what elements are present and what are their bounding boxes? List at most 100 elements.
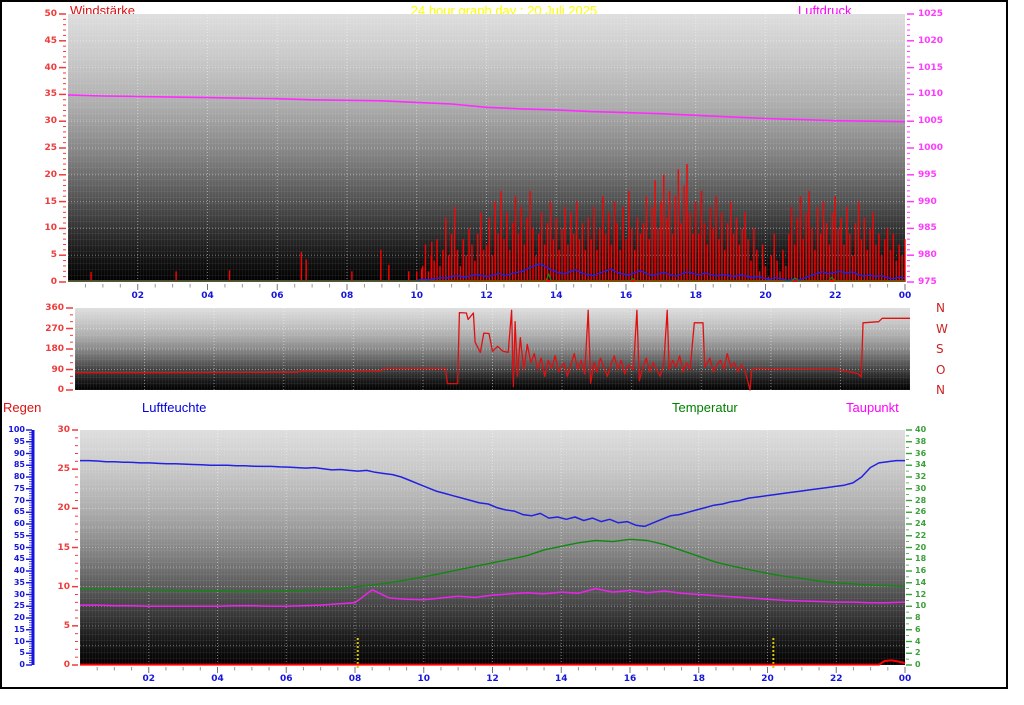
- tick-label: 00: [898, 674, 912, 684]
- tick-label: 22: [828, 291, 842, 301]
- tick-label: 32: [915, 472, 927, 481]
- tick-label: 06: [279, 674, 293, 684]
- tick-label: 20: [44, 169, 57, 180]
- tick-label: 20: [761, 674, 774, 684]
- tick-label: 14: [549, 291, 563, 301]
- tick-label: 24: [915, 519, 927, 528]
- tick-label: 28: [915, 495, 927, 505]
- tick-label: 180: [45, 344, 64, 354]
- tick-label: 65: [13, 507, 25, 517]
- tick-label: 20: [915, 542, 927, 552]
- tick-label: 22: [829, 674, 843, 684]
- tick-label: 16: [619, 291, 633, 301]
- tick-label: 990: [918, 196, 937, 207]
- tick-label: 0: [915, 660, 921, 669]
- tick-label: 08: [348, 674, 362, 684]
- tick-label: 12: [486, 674, 499, 684]
- tick-label: 14: [915, 577, 927, 587]
- tick-label: 55: [13, 530, 25, 540]
- tick-label: 50: [13, 542, 25, 552]
- tick-label: 45: [44, 35, 57, 46]
- humidity-temp-dew-rain-chart: [80, 430, 905, 665]
- tick-label: 30: [57, 425, 70, 435]
- tick-label: N: [936, 383, 945, 397]
- tick-label: 30: [13, 589, 25, 599]
- tick-label: 40: [44, 62, 57, 73]
- tick-label: 02: [142, 674, 156, 684]
- tick-label: 985: [918, 223, 937, 234]
- tick-label: 04: [211, 674, 224, 684]
- tick-label: 975: [918, 277, 937, 287]
- wind-pressure-chart: [68, 14, 905, 282]
- tick-label: 16: [915, 566, 927, 575]
- tick-label: 80: [13, 472, 25, 481]
- tick-label: 60: [13, 519, 25, 528]
- tick-label: 0: [63, 660, 70, 670]
- tick-label: 50: [44, 9, 57, 19]
- tick-label: 0: [57, 385, 64, 395]
- wind-direction-chart: [75, 308, 910, 390]
- tick-label: 25: [13, 601, 25, 611]
- tick-label: 30: [915, 483, 927, 493]
- tick-label: 95: [13, 436, 25, 446]
- tick-label: 12: [480, 291, 493, 301]
- tick-label: 20: [57, 503, 70, 514]
- tick-label: 40: [13, 566, 25, 575]
- tick-label: 1005: [918, 116, 944, 127]
- tick-label: 90: [13, 448, 25, 458]
- tick-label: 12: [915, 589, 927, 599]
- tick-label: 15: [57, 542, 70, 553]
- tick-label: 38: [915, 436, 927, 446]
- weather-graph-window: Windstärke 24 hour graph day : 20 Juli 2…: [0, 0, 1008, 689]
- tick-label: 1015: [918, 62, 944, 73]
- tick-label: 1010: [918, 89, 944, 100]
- tick-label: 20: [759, 291, 772, 301]
- tick-label: 14: [554, 674, 568, 684]
- tick-label: 75: [13, 483, 25, 493]
- tick-label: 00: [898, 291, 912, 301]
- tick-label: N: [936, 301, 945, 315]
- tick-label: 18: [915, 554, 927, 564]
- tick-label: 45: [13, 554, 25, 564]
- tick-label: 0: [50, 277, 57, 287]
- tick-label: 08: [340, 291, 354, 301]
- tick-label: 26: [915, 507, 927, 517]
- tick-label: 18: [692, 674, 706, 684]
- tick-label: 0: [19, 660, 25, 669]
- tick-label: 02: [131, 291, 145, 301]
- tick-label: 360: [45, 303, 64, 313]
- tick-label: 10: [915, 601, 927, 611]
- tick-label: 34: [915, 460, 927, 470]
- temperature-series-title: Temperatur: [672, 400, 738, 415]
- tick-label: 5: [19, 648, 25, 658]
- tick-label: 15: [13, 624, 25, 634]
- tick-label: 20: [13, 613, 25, 622]
- tick-label: 270: [45, 323, 64, 334]
- tick-label: 06: [270, 291, 284, 301]
- tick-label: 40: [915, 425, 927, 434]
- tick-label: 10: [417, 674, 431, 684]
- tick-label: 5: [50, 250, 57, 261]
- tick-label: 1020: [918, 35, 944, 46]
- tick-label: 8: [915, 613, 921, 622]
- tick-label: 1025: [918, 9, 944, 19]
- tick-label: 85: [13, 460, 25, 470]
- tick-label: 5: [63, 620, 70, 631]
- tick-label: 25: [44, 143, 57, 153]
- tick-label: O: [936, 362, 946, 377]
- tick-label: W: [936, 321, 948, 336]
- tick-label: 10: [410, 291, 424, 301]
- tick-label: 36: [915, 448, 927, 458]
- tick-label: S: [936, 342, 944, 356]
- rain-series-title: Regen: [3, 400, 42, 415]
- tick-label: 10: [44, 223, 57, 234]
- tick-label: 6: [915, 624, 921, 634]
- tick-label: 30: [44, 116, 57, 127]
- humidity-series-title: Luftfeuchte: [142, 400, 207, 415]
- tick-label: 100: [8, 425, 25, 434]
- tick-label: 1000: [918, 143, 944, 153]
- tick-label: 10: [57, 581, 70, 592]
- tick-label: 25: [57, 464, 70, 475]
- tick-label: 04: [201, 291, 214, 301]
- tick-label: 90: [51, 364, 64, 375]
